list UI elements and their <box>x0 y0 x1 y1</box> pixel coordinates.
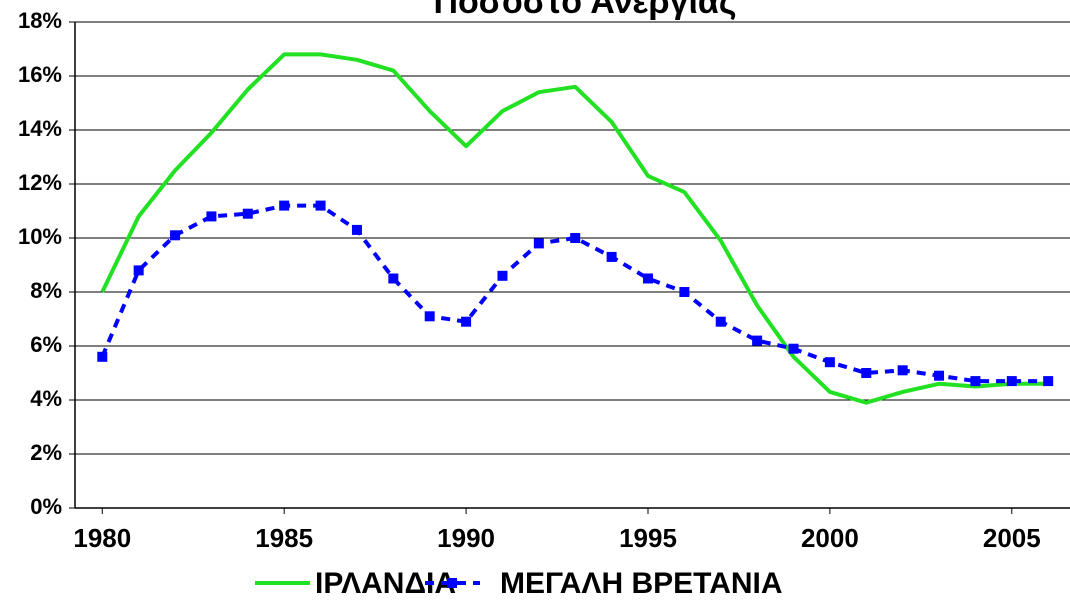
series-marker <box>170 230 181 241</box>
y-tick-label: 16% <box>18 62 62 87</box>
series-marker <box>97 351 108 362</box>
series-marker <box>133 265 144 276</box>
x-tick-label: 1990 <box>437 523 495 553</box>
series-marker <box>424 311 435 322</box>
series-marker <box>897 365 908 376</box>
series-marker <box>642 273 653 284</box>
x-tick-label: 1985 <box>255 523 313 553</box>
y-tick-label: 6% <box>30 332 62 357</box>
series-marker <box>388 273 399 284</box>
chart-title: Ποσοστό Ανεργίας <box>433 0 736 21</box>
legend-label: ΜΕΓΑΛΗ ΒΡΕΤΑΝΙΑ <box>500 567 783 600</box>
x-tick-label: 2000 <box>801 523 859 553</box>
series-marker <box>461 316 472 327</box>
y-tick-label: 0% <box>30 494 62 519</box>
series-marker <box>497 270 508 281</box>
series-line <box>100 203 1049 384</box>
x-tick-label: 1995 <box>619 523 677 553</box>
series-marker <box>934 370 945 381</box>
y-tick-label: 14% <box>18 116 62 141</box>
series-marker <box>1006 376 1017 387</box>
series-marker <box>570 233 581 243</box>
series-line <box>100 52 1049 405</box>
series-marker <box>242 208 253 219</box>
series-marker <box>351 224 362 235</box>
series-marker <box>752 335 763 346</box>
series-marker <box>315 200 326 211</box>
x-tick-label: 1980 <box>73 523 131 553</box>
y-tick-label: 10% <box>18 224 62 249</box>
series-marker <box>824 357 835 368</box>
series-marker <box>715 316 726 327</box>
series-marker <box>970 376 981 387</box>
series-marker <box>861 368 872 378</box>
y-tick-label: 18% <box>18 8 62 33</box>
legend-marker <box>447 578 457 588</box>
y-tick-label: 8% <box>30 278 62 303</box>
series-marker <box>788 343 799 354</box>
series-marker <box>1043 376 1054 387</box>
y-tick-label: 12% <box>18 170 62 195</box>
y-tick-label: 2% <box>30 440 62 465</box>
series-marker <box>533 238 544 249</box>
legend-label: ΙΡΛΑΝΔΙΑ <box>315 567 456 600</box>
x-tick-label: 2005 <box>983 523 1041 553</box>
series-marker <box>679 287 690 297</box>
series-marker <box>279 200 290 211</box>
series-marker <box>206 211 217 222</box>
y-tick-label: 4% <box>30 386 62 411</box>
series-marker <box>606 251 617 262</box>
